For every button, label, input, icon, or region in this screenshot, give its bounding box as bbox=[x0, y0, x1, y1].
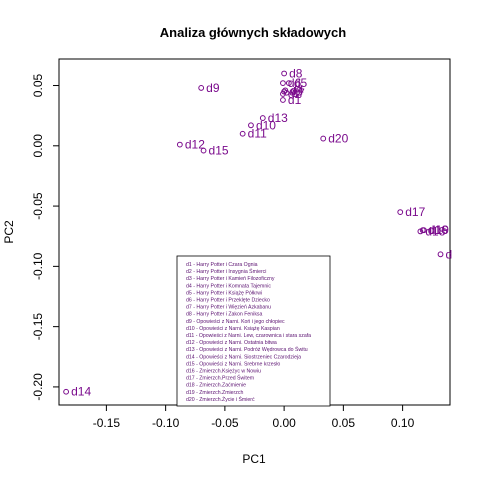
point-marker-d5 bbox=[285, 80, 292, 87]
point-label-d20: d20 bbox=[328, 132, 348, 146]
point-marker-d6 bbox=[280, 80, 286, 87]
point-marker-d12 bbox=[176, 141, 183, 148]
point-label-d: d bbox=[446, 247, 453, 261]
legend-entry: d17 - Zmierzch.Przed Świtem bbox=[186, 374, 254, 382]
point-marker-d11 bbox=[239, 130, 246, 137]
point-label-d9: d9 bbox=[206, 81, 220, 95]
y-axis: -0.20 -0.15 -0.10 -0.05 0.00 0.05 bbox=[31, 74, 59, 401]
chart-title: Analiza głównych składowych bbox=[160, 25, 346, 40]
point-label-d5: d5 bbox=[294, 76, 308, 90]
point-marker-d1 bbox=[280, 97, 286, 103]
point-label-d4: d4 bbox=[290, 83, 304, 97]
legend-entry: d9 - Opowieści z Narni. Koń i jego chłop… bbox=[186, 319, 285, 325]
point-label-d15: d15 bbox=[209, 144, 229, 158]
point-marker-d9 bbox=[198, 85, 205, 91]
point-marker-d bbox=[437, 251, 444, 258]
point-label-d6: d6 bbox=[288, 76, 302, 90]
point-label-d8: d8 bbox=[289, 66, 303, 80]
legend-entry: d1 - Harry Potter i Czara Ognia bbox=[186, 262, 258, 268]
y-tick-label: -0.05 bbox=[31, 192, 45, 220]
data-points: d1d2d3d4d5d6d7d8d9d10d11d12d13d14d15d16d… bbox=[63, 66, 453, 399]
x-tick-label: -0.15 bbox=[93, 416, 121, 430]
point-label-d2: d2 bbox=[288, 87, 302, 101]
legend-entry: d20 - Zmierzch.Życie i Śmierć bbox=[186, 395, 255, 403]
y-axis-label: PC2 bbox=[2, 220, 16, 244]
legend-entry: d15 - Opowieści z Narni. Srebrne krzesło bbox=[186, 361, 280, 367]
legend-entry: d19 - Zmierzch.Zmierzch bbox=[186, 390, 243, 396]
point-marker-d8 bbox=[281, 70, 288, 77]
x-tick-label: 0.00 bbox=[272, 416, 296, 430]
legend-entry: d6 - Harry Potter i Przeklęte Dziecko bbox=[186, 298, 270, 304]
point-label-d10: d10 bbox=[256, 118, 276, 132]
point-marker-d13 bbox=[259, 115, 266, 121]
point-label-d7: d7 bbox=[291, 86, 305, 100]
point-label-d16: d16 bbox=[428, 223, 448, 237]
point-marker-d19 bbox=[421, 227, 427, 234]
x-tick-label: 0.10 bbox=[391, 416, 415, 430]
legend-box bbox=[176, 255, 331, 407]
legend-entry: d8 - Harry Potter i Zakon Feniksa bbox=[186, 312, 263, 318]
point-label-d17: d17 bbox=[405, 205, 425, 219]
legend-entry: d13 - Opowieści z Narni. Podróż Wędrowca… bbox=[186, 345, 308, 353]
x-axis: -0.15 -0.10 -0.05 0.00 0.05 0.10 bbox=[93, 405, 415, 430]
point-label-d18: d18 bbox=[425, 224, 445, 238]
x-tick-label: -0.10 bbox=[152, 416, 180, 430]
point-label-d11: d11 bbox=[248, 127, 267, 141]
point-marker-d18 bbox=[417, 228, 424, 235]
point-marker-d15 bbox=[200, 147, 207, 154]
point-marker-d17 bbox=[397, 209, 404, 216]
legend-entry: d5 - Harry Potter i Książę Półkrwi bbox=[186, 290, 262, 296]
point-label-d14: d14 bbox=[71, 385, 91, 399]
legend-entry: d4 - Harry Potter i Komnata Tajemnic bbox=[186, 283, 271, 289]
x-axis-label: PC1 bbox=[242, 452, 266, 466]
point-label-d3: d3 bbox=[289, 85, 303, 99]
y-tick-label: -0.15 bbox=[31, 313, 45, 341]
legend-entry: d12 - Opowieści z Narni. Ostatnia bitwa bbox=[186, 340, 277, 346]
point-label-d19: d19 bbox=[429, 223, 449, 237]
legend-entry: d10 - Opowieści z Narni. Książę Kaspian bbox=[186, 326, 280, 332]
legend-entry: d14 - Opowieści z Narni. Siostrzeniec Cz… bbox=[186, 354, 301, 360]
y-tick-label: -0.10 bbox=[31, 252, 45, 280]
legend-entry: d18 - Zmierzch.Zaćmienie bbox=[186, 383, 246, 389]
y-tick-label: 0.00 bbox=[31, 134, 45, 158]
point-label-d12: d12 bbox=[185, 138, 205, 152]
legend-entry: d11 - Opowieści z Narni. Lew, czarownica… bbox=[186, 333, 311, 339]
x-tick-label: -0.05 bbox=[211, 416, 239, 430]
point-marker-d20 bbox=[320, 135, 327, 142]
point-marker-d14 bbox=[63, 388, 70, 395]
legend-entry: d3 - Harry Potter i Kamień Filozoficzny bbox=[186, 276, 275, 282]
y-tick-label: 0.05 bbox=[31, 74, 45, 98]
point-label-d1: d1 bbox=[288, 93, 302, 107]
legend-entry: d16 - Zmierzch.Księżyc w Nowiu bbox=[186, 369, 261, 375]
x-tick-label: 0.05 bbox=[332, 416, 356, 430]
point-marker-d7 bbox=[283, 89, 290, 96]
y-tick-label: -0.20 bbox=[31, 373, 45, 401]
legend-entry: d2 - Harry Potter i Insygnia Śmierci bbox=[186, 267, 266, 275]
point-label-d13: d13 bbox=[268, 111, 288, 125]
point-marker-d10 bbox=[248, 122, 254, 129]
legend-entry: d7 - Harry Potter i Więzień Azkabanu bbox=[186, 305, 271, 311]
